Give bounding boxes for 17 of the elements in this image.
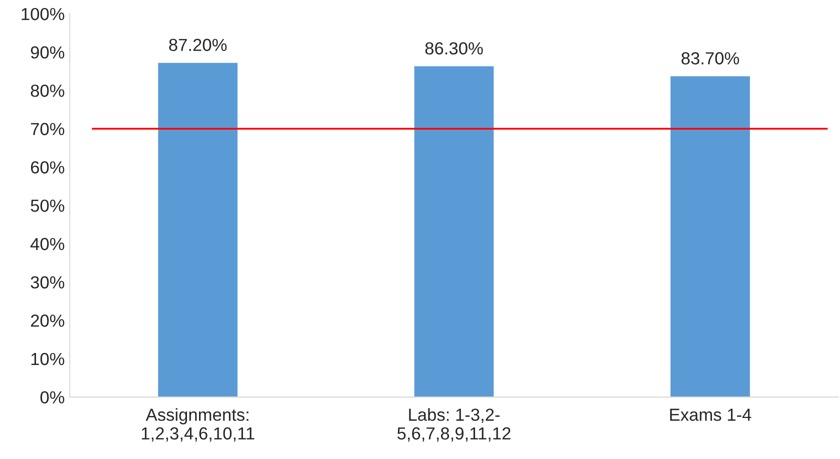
x-tick-label: Exams 1-4 [670, 408, 752, 421]
y-tick-label: 100% [22, 8, 64, 20]
y-tick-label: 50% [30, 200, 64, 212]
data-label: 87.20% [169, 38, 227, 52]
y-tick-label: 70% [31, 122, 64, 136]
y-tick-label: 80% [30, 84, 64, 97]
x-tick-label: Labs: 1-3,2- 5,6,7,8,9,11,12 [397, 408, 510, 442]
y-tick-label: 60% [30, 161, 64, 174]
y-tick-label: 90% [30, 46, 64, 59]
y-tick-label: 10% [31, 352, 64, 366]
y-tick-label: 40% [30, 238, 64, 250]
y-tick-label: 20% [30, 314, 64, 327]
y-tick-label: 0% [40, 391, 64, 404]
data-label: 86.30% [425, 42, 483, 55]
y-tick-label: 30% [30, 276, 64, 289]
x-tick-label: Assignments: 1,2,3,4,6,10,11 [142, 408, 254, 442]
data-label: 83.70% [682, 52, 740, 64]
